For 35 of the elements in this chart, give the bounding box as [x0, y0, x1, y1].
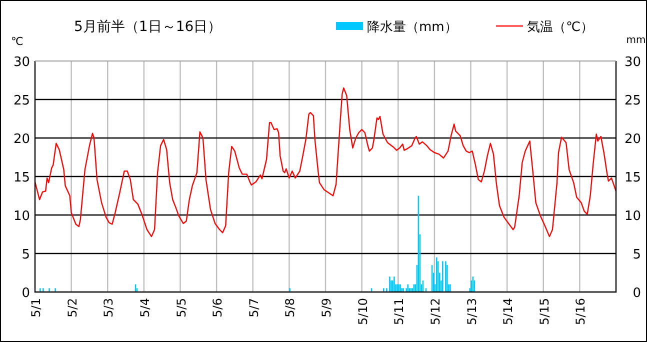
- x-tick-label: 5/11: [392, 298, 406, 325]
- y-tick-label: 30: [13, 55, 30, 70]
- y2-tick-label: 30: [624, 55, 641, 70]
- y2-axis-title: mm: [626, 35, 646, 46]
- y2-tick-label: 25: [624, 94, 641, 108]
- y2-tick-label: 10: [624, 209, 641, 224]
- legend-label: 気温（℃）: [527, 20, 594, 35]
- y-tick-label: 15: [13, 170, 30, 186]
- x-tick-label: 5/5: [174, 298, 188, 318]
- x-tick-label: 5/2: [65, 298, 80, 318]
- y-tick-label: 0: [22, 286, 30, 301]
- y-axis-title: ℃: [11, 35, 24, 48]
- y-tick-label: 20: [13, 132, 30, 147]
- chart-title: 5月前半（1日～16日）: [74, 19, 222, 35]
- x-tick-label: 5/6: [210, 298, 225, 318]
- y2-tick-label: 15: [624, 170, 641, 186]
- y2-tick-label: 0: [632, 286, 641, 301]
- x-tick-label: 5/15: [537, 298, 552, 325]
- y2-tick-label: 5: [632, 248, 641, 262]
- x-tick-label: 5/16: [574, 298, 588, 325]
- x-tick-label: 5/8: [283, 298, 298, 318]
- x-tick-label: 5/1: [29, 298, 43, 318]
- x-tick-label: 5/9: [320, 298, 334, 318]
- legend-label: 降水量（mm）: [367, 20, 458, 35]
- x-tick-label: 5/7: [246, 298, 261, 318]
- x-tick-label: 5/13: [464, 298, 479, 325]
- x-tick-label: 5/14: [501, 298, 516, 325]
- y2-tick-label: 20: [624, 132, 641, 147]
- x-tick-label: 5/12: [428, 298, 442, 325]
- y-tick-label: 5: [22, 248, 30, 262]
- x-tick-label: 5/10: [356, 298, 370, 325]
- x-tick-label: 5/4: [138, 298, 152, 318]
- x-tick-label: 5/3: [102, 298, 116, 318]
- y-tick-label: 25: [13, 94, 30, 108]
- y-tick-label: 10: [13, 209, 30, 224]
